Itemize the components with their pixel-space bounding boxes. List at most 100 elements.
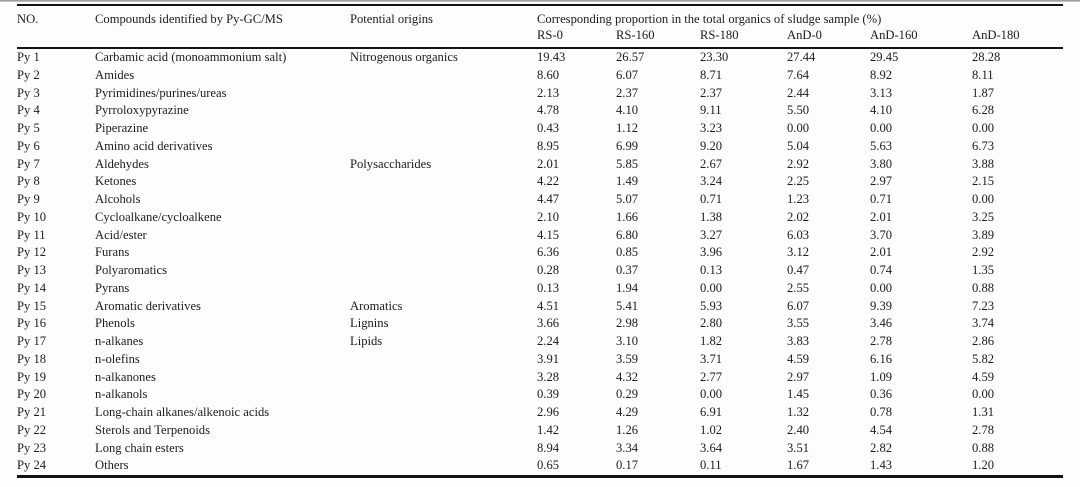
row-compound: Furans [95, 245, 130, 260]
row-no: Py 20 [17, 387, 47, 402]
table-row: Py 23 Long chain esters 8.94 3.34 3.64 3… [17, 440, 1063, 458]
table-row: Py 17 n-alkanes Lipids 2.24 3.10 1.82 3.… [17, 333, 1063, 351]
row-no: Py 8 [17, 174, 40, 189]
table-row: Py 10 Cycloalkane/cycloalkene 2.10 1.66 … [17, 209, 1063, 227]
row-origin [350, 244, 537, 262]
row-value-and0: 2.92 [787, 156, 810, 171]
row-value-and160: 0.00 [870, 121, 893, 135]
row-value-and180: 3.88 [972, 156, 995, 171]
row-value-and160: 0.36 [870, 387, 893, 402]
row-value-and180: 3.89 [972, 227, 995, 242]
row-origin [350, 67, 537, 85]
row-value-rs180: 8.71 [700, 67, 723, 82]
row-compound: Amides [95, 67, 135, 82]
row-value-rs160: 1.94 [616, 280, 639, 295]
row-value-rs0: 0.28 [537, 263, 560, 277]
row-origin [350, 440, 537, 458]
row-compound: Cycloalkane/cycloalkene [95, 209, 222, 224]
row-origin [350, 422, 537, 440]
row-compound: Long-chain alkanes/alkenoic acids [95, 405, 270, 419]
row-value-rs160: 26.57 [616, 50, 645, 64]
row-no: Py 23 [17, 440, 47, 455]
row-origin [350, 120, 537, 138]
row-value-rs0: 8.95 [537, 138, 560, 153]
row-value-and0: 2.02 [787, 209, 810, 224]
col-header-sample-and0: AnD-0 [787, 28, 822, 42]
row-no: Py 11 [17, 227, 46, 242]
row-value-rs180: 3.27 [700, 227, 723, 242]
row-value-and160: 2.82 [870, 440, 893, 455]
row-value-and180: 0.88 [972, 440, 995, 455]
row-value-rs0: 3.91 [537, 351, 560, 366]
row-no: Py 7 [17, 156, 40, 171]
row-value-rs180: 0.00 [700, 280, 723, 295]
table-header-row: NO. Compounds identified by Py-GC/MS Pot… [17, 6, 1063, 27]
row-value-rs0: 2.13 [537, 85, 560, 100]
row-compound: Alcohols [95, 192, 141, 206]
table-row: Py 2 Amides 8.60 6.07 8.71 7.64 8.92 8.1… [17, 67, 1063, 85]
row-value-and160: 0.71 [870, 192, 893, 206]
col-header-compound: Compounds identified by Py-GC/MS [95, 12, 283, 26]
row-value-and0: 3.51 [787, 440, 810, 455]
row-value-rs0: 4.78 [537, 103, 560, 118]
row-value-rs180: 2.80 [700, 316, 723, 331]
row-value-and180: 1.35 [972, 263, 995, 277]
table-row: Py 9 Alcohols 4.47 5.07 0.71 1.23 0.71 0… [17, 191, 1063, 209]
row-value-rs180: 0.00 [700, 387, 723, 402]
row-value-and180: 5.82 [972, 351, 995, 366]
table-row: Py 13 Polyaromatics 0.28 0.37 0.13 0.47 … [17, 262, 1063, 280]
row-origin [350, 369, 537, 387]
row-value-and0: 2.25 [787, 174, 810, 189]
page-crop-artifact [0, 0, 1080, 2]
row-value-and180: 1.20 [972, 458, 995, 473]
row-compound: Sterols and Terpenoids [95, 422, 211, 437]
row-value-and160: 3.80 [870, 156, 893, 171]
row-value-and160: 1.43 [870, 458, 893, 473]
row-value-and180: 6.28 [972, 103, 995, 118]
row-value-and0: 5.50 [787, 103, 810, 118]
row-value-rs0: 8.94 [537, 440, 560, 455]
row-compound: Polyaromatics [95, 263, 168, 277]
row-value-rs160: 6.99 [616, 138, 639, 153]
row-value-and180: 0.00 [972, 121, 995, 135]
row-value-and0: 27.44 [787, 50, 816, 64]
row-origin: Polysaccharides [350, 156, 432, 171]
py-gcms-compound-table: NO. Compounds identified by Py-GC/MS Pot… [17, 4, 1063, 478]
row-value-and0: 0.00 [787, 121, 810, 135]
row-value-rs160: 1.12 [616, 121, 639, 135]
row-no: Py 13 [17, 263, 47, 277]
row-value-and180: 2.15 [972, 174, 995, 189]
row-value-rs180: 9.20 [700, 138, 723, 153]
row-value-rs180: 6.91 [700, 405, 723, 419]
row-value-rs0: 19.43 [537, 50, 566, 64]
row-value-and0: 1.32 [787, 405, 810, 419]
row-origin [350, 386, 537, 404]
row-value-and0: 4.59 [787, 351, 810, 366]
row-value-and0: 3.55 [787, 316, 810, 331]
row-value-and160: 0.78 [870, 405, 893, 419]
row-value-and180: 2.86 [972, 334, 995, 348]
row-value-and180: 28.28 [972, 50, 1001, 64]
row-value-rs160: 0.17 [616, 458, 639, 473]
row-origin [350, 85, 537, 103]
table-row: Py 20 n-alkanols 0.39 0.29 0.00 1.45 0.3… [17, 386, 1063, 404]
row-value-and160: 2.01 [870, 245, 893, 260]
row-value-and180: 4.59 [972, 369, 995, 384]
col-header-sample-rs160: RS-160 [616, 28, 655, 42]
row-value-and0: 6.07 [787, 298, 810, 313]
row-value-rs160: 1.26 [616, 422, 639, 437]
table-subheader-row: RS-0 RS-160 RS-180 AnD-0 AnD-160 AnD-180 [17, 27, 1063, 44]
col-header-sample-rs0: RS-0 [537, 28, 563, 42]
row-value-rs160: 4.10 [616, 103, 639, 118]
row-value-rs0: 4.47 [537, 192, 560, 206]
table-row: Py 5 Piperazine 0.43 1.12 3.23 0.00 0.00… [17, 120, 1063, 138]
table-row: Py 1 Carbamic acid (monoammonium salt) N… [17, 49, 1063, 67]
row-origin [350, 351, 537, 369]
row-value-rs160: 5.85 [616, 156, 639, 171]
row-value-and0: 2.44 [787, 85, 810, 100]
row-value-rs180: 0.71 [700, 192, 723, 206]
row-no: Py 21 [17, 405, 47, 419]
row-origin [350, 227, 537, 245]
row-origin: Lipids [350, 334, 383, 348]
row-value-rs0: 4.51 [537, 298, 560, 313]
